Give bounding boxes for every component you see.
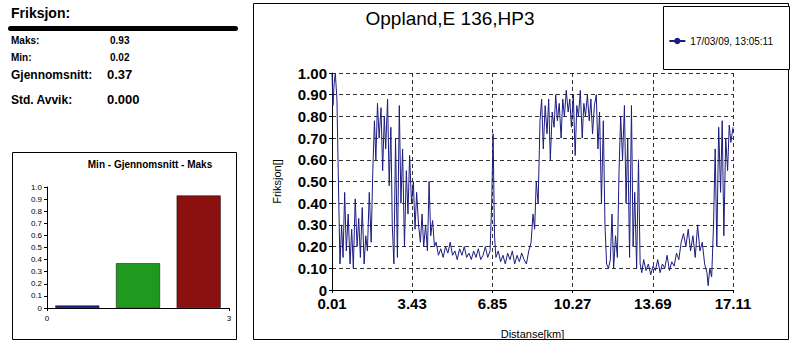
svg-text:0: 0 — [318, 281, 327, 299]
svg-text:0: 0 — [38, 304, 43, 313]
svg-text:0.3: 0.3 — [31, 267, 43, 276]
html-text:Friksjon:: Friksjon: — [11, 5, 71, 21]
svg-text:1.00: 1.00 — [298, 65, 327, 82]
svg-text:10.27: 10.27 — [554, 295, 592, 312]
svg-text:6.85: 6.85 — [478, 295, 507, 312]
svg-text:0.60: 0.60 — [298, 151, 327, 168]
svg-text:3: 3 — [227, 314, 232, 323]
svg-text:0.90: 0.90 — [298, 86, 327, 103]
html-text:0.000: 0.000 — [107, 92, 140, 107]
svg-text:0.4: 0.4 — [31, 255, 43, 264]
html-text:0.37: 0.37 — [107, 67, 133, 82]
svg-text:13.69: 13.69 — [634, 295, 672, 312]
html-text:Gjennomsnitt:: Gjennomsnitt: — [11, 68, 93, 82]
html-text:0.93: 0.93 — [110, 35, 130, 46]
svg-text:0.40: 0.40 — [298, 195, 327, 212]
svg-text:0.50: 0.50 — [298, 173, 327, 190]
html-text:Maks:: Maks: — [11, 35, 40, 46]
svg-text:17/03/09, 13:05:11: 17/03/09, 13:05:11 — [690, 36, 773, 47]
svg-text:0.9: 0.9 — [31, 195, 43, 204]
svg-text:0.2: 0.2 — [31, 279, 43, 288]
svg-text:Friksjon[]: Friksjon[] — [271, 159, 283, 204]
svg-text:1.0: 1.0 — [31, 183, 43, 192]
svg-text:0.6: 0.6 — [31, 231, 43, 240]
svg-text:0.20: 0.20 — [298, 238, 327, 255]
svg-text:0.8: 0.8 — [31, 207, 43, 216]
svg-text:0.70: 0.70 — [298, 130, 327, 147]
svg-text:17.11: 17.11 — [715, 295, 752, 312]
html-text:Min:: Min: — [11, 52, 32, 63]
html-text:0.02: 0.02 — [110, 52, 130, 63]
html-text:Std. Avvik:: Std. Avvik: — [11, 93, 73, 107]
svg-text:0.30: 0.30 — [298, 216, 327, 233]
svg-text:Min - Gjennomsnitt - Maks: Min - Gjennomsnitt - Maks — [88, 159, 213, 170]
svg-text:Oppland,E 136,HP3: Oppland,E 136,HP3 — [365, 8, 534, 29]
svg-text:3.43: 3.43 — [398, 295, 427, 312]
svg-text:0.7: 0.7 — [31, 219, 43, 228]
svg-text:0.10: 0.10 — [298, 260, 327, 277]
svg-text:Distanse[km]: Distanse[km] — [501, 328, 565, 340]
svg-text:0.01: 0.01 — [317, 295, 346, 312]
svg-text:0.1: 0.1 — [31, 291, 43, 300]
svg-text:0: 0 — [45, 314, 50, 323]
svg-text:0.5: 0.5 — [31, 243, 43, 252]
svg-text:0.80: 0.80 — [298, 108, 327, 125]
